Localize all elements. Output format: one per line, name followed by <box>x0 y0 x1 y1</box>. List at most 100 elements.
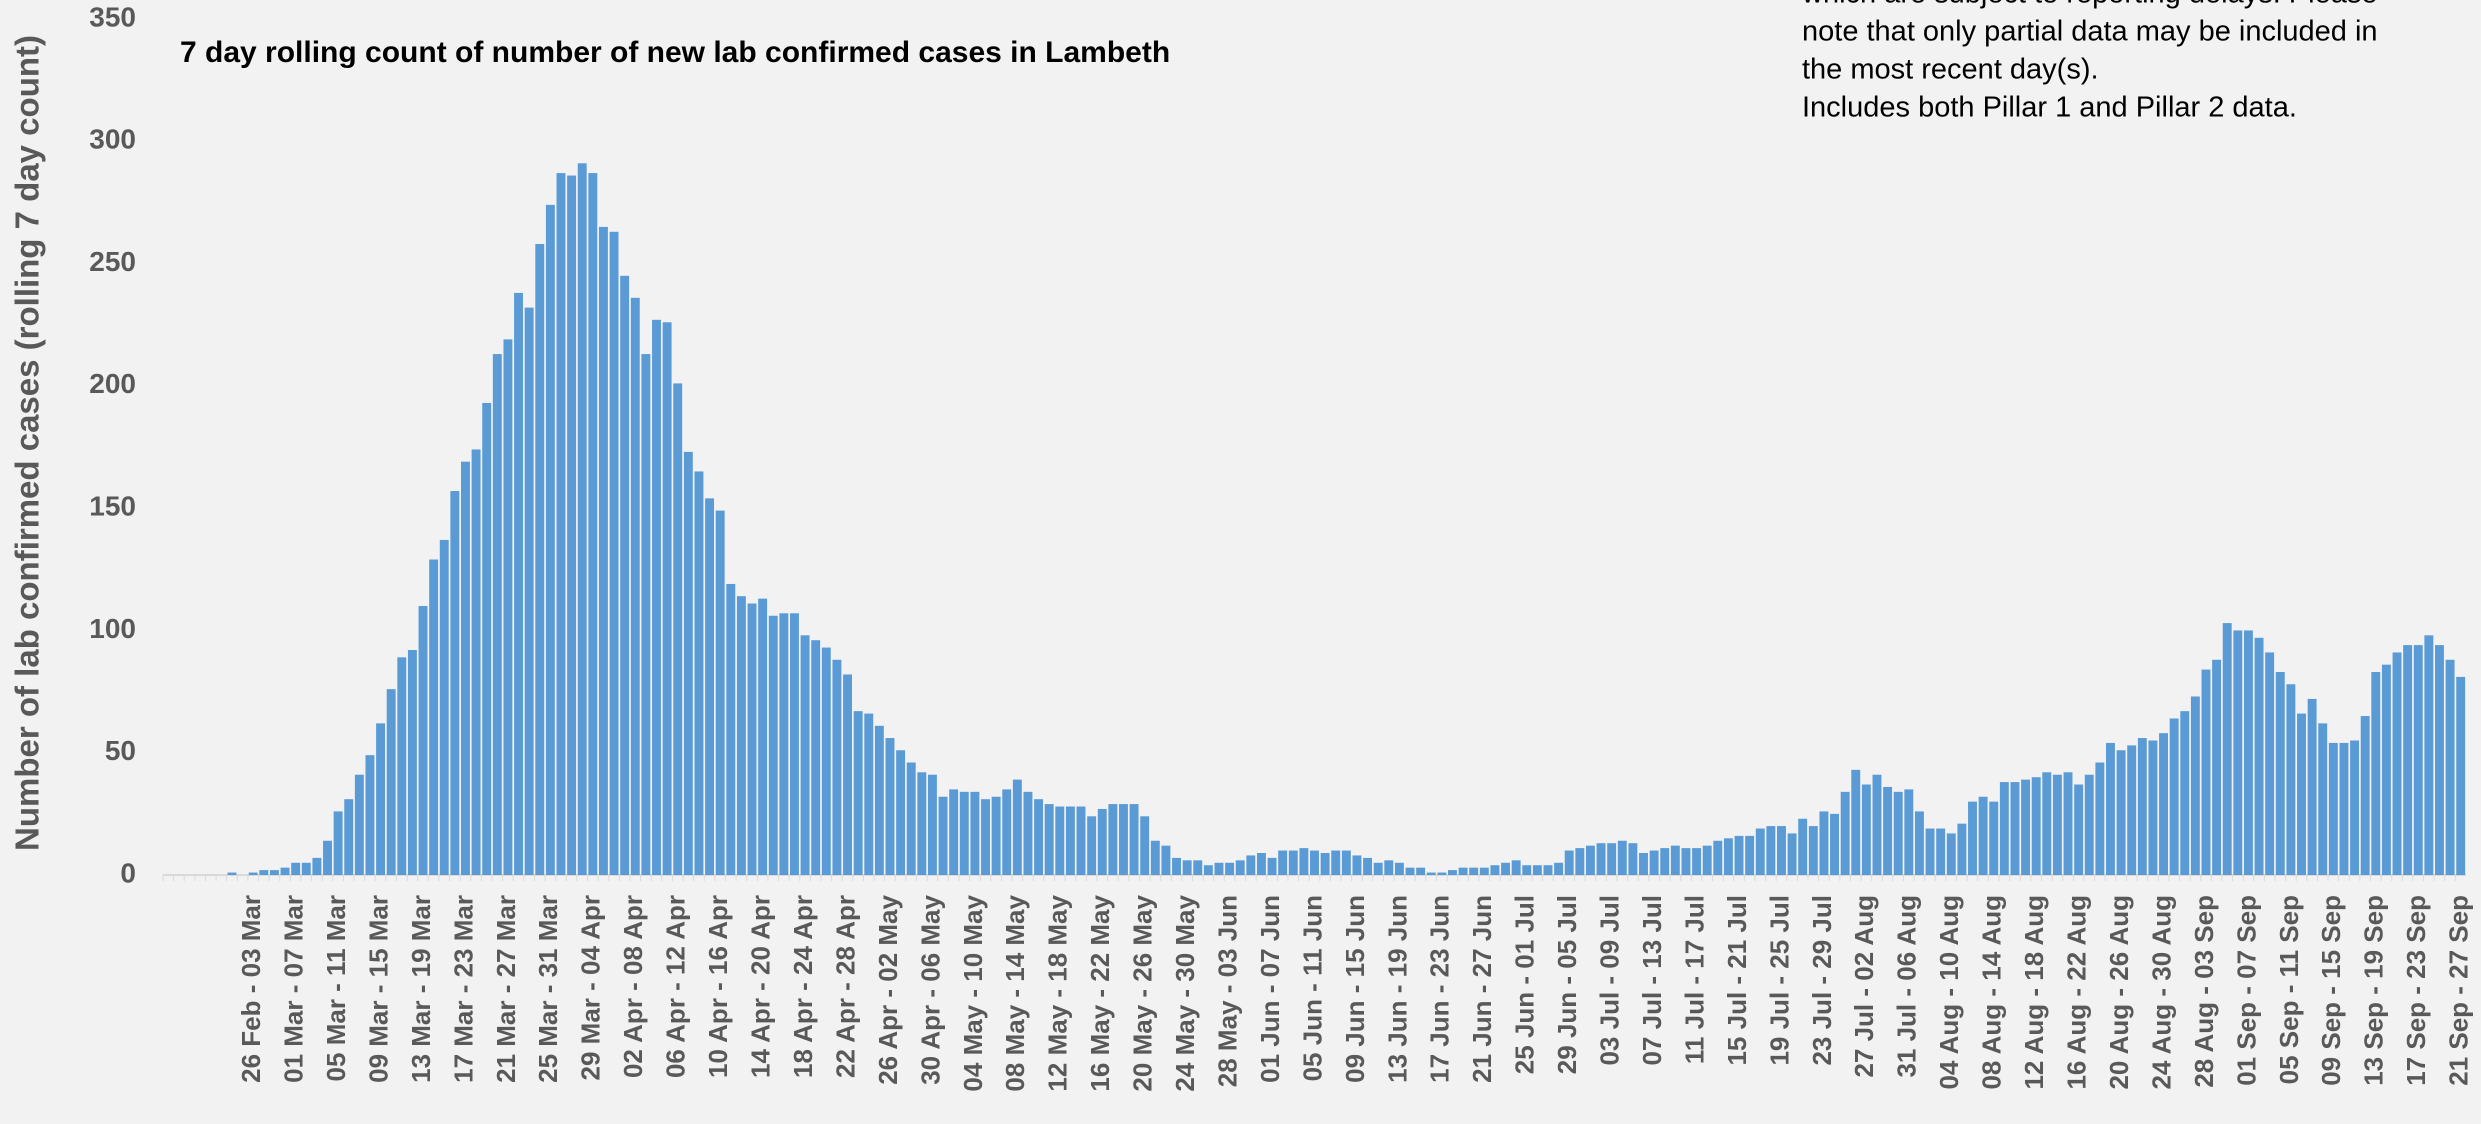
bar <box>1861 784 1871 875</box>
bar <box>662 322 672 876</box>
bar <box>2222 623 2232 875</box>
bar <box>2435 645 2444 875</box>
x-tick-label: 21 Sep - 27 Sep <box>2444 895 2474 1086</box>
bar <box>1734 835 1744 875</box>
bar <box>768 615 778 875</box>
bar <box>2318 723 2328 875</box>
x-tick-label: 11 Jul - 17 Jul <box>1679 895 1709 1064</box>
x-tick-label: 01 Jun - 07 Jun <box>1255 895 1285 1083</box>
bar <box>397 657 407 875</box>
bar <box>1649 850 1659 875</box>
bar <box>1798 818 1808 875</box>
bar <box>1469 867 1479 875</box>
x-tick-label: 29 Jun - 05 Jul <box>1552 895 1582 1074</box>
bar <box>1946 833 1956 875</box>
bar <box>1543 865 1553 875</box>
x-tick-label: 28 May - 03 Jun <box>1212 895 1242 1087</box>
bar <box>1002 789 1012 875</box>
y-tick-label: 350 <box>89 1 136 32</box>
bar <box>694 471 704 875</box>
x-tick-label: 07 Jul - 13 Jul <box>1637 895 1667 1066</box>
x-tick-label: 26 Feb - 03 Mar <box>236 895 266 1083</box>
bar <box>407 649 417 875</box>
bar <box>959 791 969 875</box>
bar <box>1639 852 1648 875</box>
bar <box>1893 791 1903 875</box>
bar <box>747 603 757 875</box>
bar <box>1872 774 1882 875</box>
bar <box>1904 789 1914 875</box>
x-tick-label: 17 Mar - 23 Mar <box>448 895 478 1083</box>
bar <box>2350 740 2360 875</box>
x-tick-label: 04 Aug - 10 Aug <box>1934 895 1964 1090</box>
bar <box>2413 645 2423 875</box>
x-tick-label: 06 Apr - 12 Apr <box>661 895 691 1078</box>
bar <box>790 613 799 875</box>
bar <box>2042 772 2052 875</box>
bar <box>1458 867 1468 875</box>
bar <box>2456 676 2466 875</box>
x-tick-label: 18 Apr - 24 Apr <box>788 895 818 1078</box>
x-tick-label: 25 Jun - 01 Jul <box>1510 895 1540 1074</box>
x-tick-label: 10 Apr - 16 Apr <box>703 895 733 1078</box>
bar <box>2116 750 2126 875</box>
bar <box>1670 845 1680 875</box>
bar <box>1713 840 1723 875</box>
bar <box>874 725 884 875</box>
bar <box>1989 801 1999 875</box>
bar <box>1055 806 1065 875</box>
y-axis-title: Number of lab confirmed cases (rolling 7… <box>9 35 46 851</box>
x-tick-label: 01 Mar - 07 Mar <box>279 895 309 1083</box>
bar <box>1225 862 1235 875</box>
bar <box>800 635 810 875</box>
x-tick-label: 26 Apr - 02 May <box>873 894 903 1084</box>
x-tick-label: 27 Jul - 02 Aug <box>1849 895 1879 1078</box>
bar <box>2328 742 2338 875</box>
bar <box>1299 848 1309 875</box>
bar <box>1936 828 1946 875</box>
bar <box>1755 828 1765 875</box>
bar <box>1087 816 1097 875</box>
x-tick-label: 17 Jun - 23 Jun <box>1425 895 1455 1083</box>
bar <box>970 791 980 875</box>
bar <box>981 799 990 875</box>
y-tick-label: 0 <box>120 857 136 888</box>
bar <box>1203 865 1213 875</box>
bar <box>736 596 746 875</box>
x-tick-label: 09 Mar - 15 Mar <box>363 895 393 1083</box>
bar <box>1416 867 1426 875</box>
x-tick-label: 16 May - 22 May <box>1085 894 1115 1091</box>
y-tick-label: 150 <box>89 491 136 522</box>
bar <box>1310 850 1319 875</box>
bar <box>821 647 831 875</box>
bar <box>450 491 460 875</box>
bar <box>2084 774 2094 875</box>
bar <box>1150 840 1160 875</box>
bar <box>323 840 332 875</box>
x-tick-label: 25 Mar - 31 Mar <box>533 895 563 1083</box>
x-tick-label: 04 May - 10 May <box>958 894 988 1091</box>
x-tick-label: 24 Aug - 30 Aug <box>2146 895 2176 1090</box>
x-tick-label: 30 Apr - 06 May <box>915 894 945 1084</box>
bar <box>567 175 577 876</box>
bar <box>2371 672 2381 875</box>
x-tick-label: 12 Aug - 18 Aug <box>2019 895 2049 1090</box>
bar <box>1119 804 1128 875</box>
bar <box>2148 740 2158 875</box>
bar <box>2021 779 2031 875</box>
bar <box>2254 637 2264 875</box>
bar <box>1479 867 1489 875</box>
bar <box>312 857 322 875</box>
bar <box>2031 777 2041 875</box>
x-tick-label: 29 Mar - 04 Apr <box>576 895 606 1080</box>
bar <box>365 755 375 875</box>
bar <box>1522 865 1532 875</box>
bar <box>2275 672 2285 875</box>
bar <box>1660 848 1670 875</box>
bar <box>949 789 959 875</box>
bar <box>991 796 1001 875</box>
bar <box>471 449 481 875</box>
x-tick-label: 08 May - 14 May <box>1000 894 1030 1091</box>
bar <box>2137 738 2147 875</box>
